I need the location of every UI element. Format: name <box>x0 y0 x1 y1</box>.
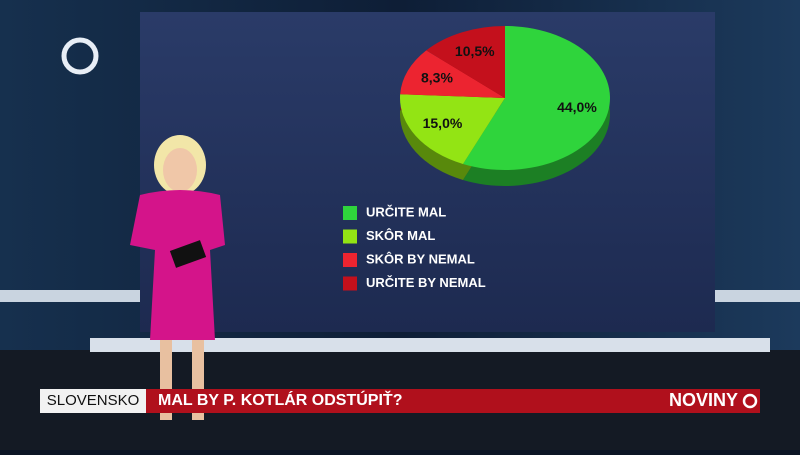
data-label: 15,0% <box>423 115 463 131</box>
pie-slice <box>426 26 505 98</box>
ticker-brand: NOVINY <box>669 390 738 410</box>
ticker-headline: MAL BY P. KOTLÁR ODSTÚPIŤ? <box>158 390 402 409</box>
data-label: 10,5% <box>455 43 495 59</box>
legend-swatch <box>343 276 357 291</box>
legend-label: SKÔR BY NEMAL <box>366 251 475 266</box>
presenter <box>130 135 225 420</box>
pie-slice <box>462 26 611 170</box>
pie-slice <box>400 94 505 164</box>
ticker-section: SLOVENSKO <box>47 392 140 409</box>
data-label: 8,3% <box>421 70 453 86</box>
legend-swatch <box>343 253 357 267</box>
legend-label: SKÔR MAL <box>366 228 435 243</box>
pie-chart: 44,0% 15,0% 8,3%10,5% URČITE MAL SKÔR MAL SKÔ… <box>343 26 611 291</box>
pie-slice <box>400 50 505 98</box>
brand-logo <box>742 393 758 409</box>
legend-label: URČITE BY NEMAL <box>366 275 486 290</box>
legend-label: URČITE MAL <box>366 204 446 219</box>
ticker-bar <box>40 389 760 413</box>
ticker-section-box <box>40 389 146 413</box>
desk-edge <box>90 338 770 352</box>
legend-swatch <box>343 206 357 220</box>
data-label: 44,0% <box>557 99 597 115</box>
channel-logo <box>61 37 99 75</box>
legend-swatch <box>343 229 357 244</box>
